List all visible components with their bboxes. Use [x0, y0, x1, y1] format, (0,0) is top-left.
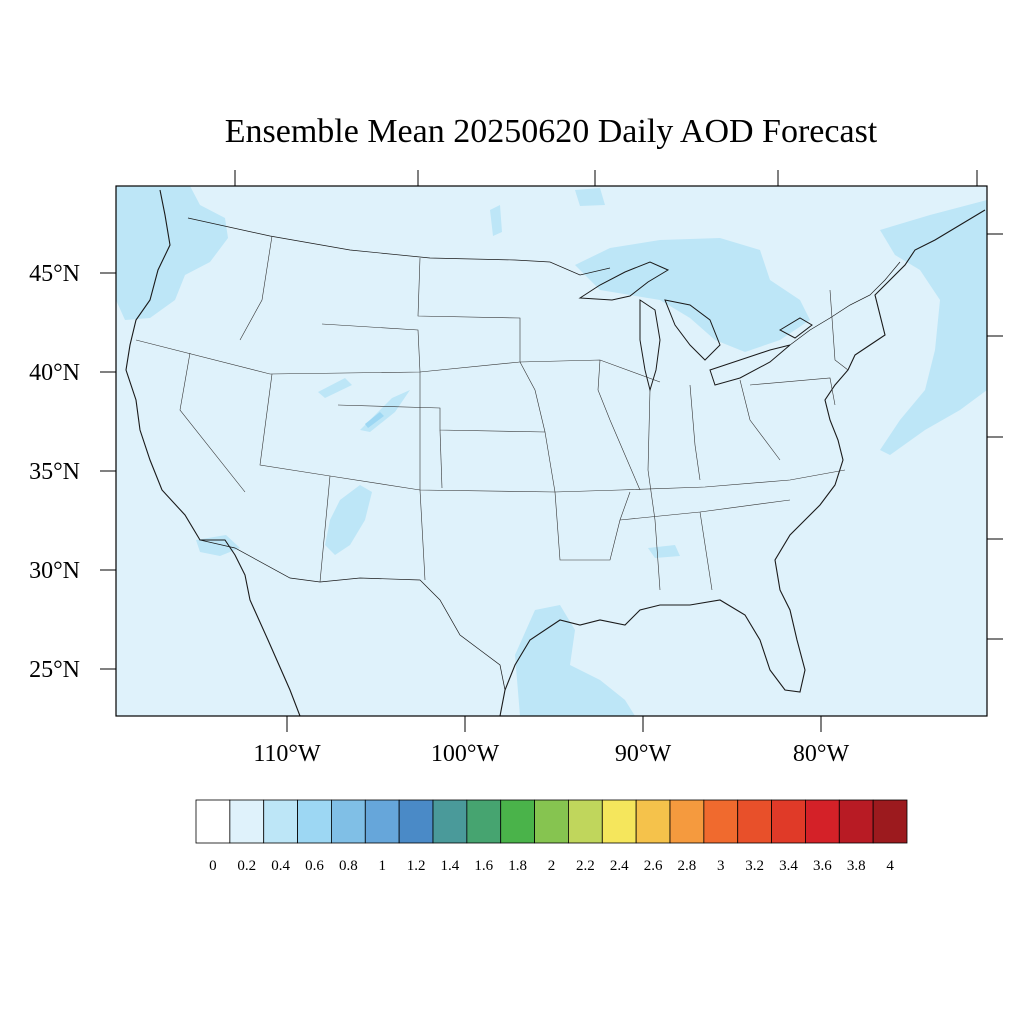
canada-us-border — [187, 217, 611, 276]
colorbar-swatch — [534, 799, 569, 844]
colorbar-swatch — [771, 799, 806, 844]
colorbar-swatch — [263, 799, 298, 844]
colorbar-label: 0.4 — [271, 858, 290, 874]
colorbar-label: 2.6 — [644, 858, 663, 874]
colorbar-label: 3.8 — [847, 858, 866, 874]
great-lakes-outline — [578, 261, 813, 392]
colorbar-label: 1.8 — [508, 858, 527, 874]
colorbar: 0 0.2 0.4 0.6 0.8 1 1.2 1.4 1.6 1.8 2 2.2 2.4 2.6 2.8 3… — [195, 799, 908, 874]
colorbar-swatch — [398, 799, 434, 844]
aod-plume-pacific-northwest — [116, 186, 228, 320]
colorbar-label: 2 — [548, 858, 556, 874]
colorbar-label: 1.2 — [407, 858, 426, 874]
colorbar-label: 2.8 — [678, 858, 697, 874]
lat-label: 40°N — [29, 360, 80, 386]
colorbar-label: 0 — [209, 858, 217, 874]
colorbar-label: 0.8 — [339, 858, 358, 874]
lon-label: 90°W — [615, 741, 672, 767]
lat-label: 25°N — [29, 657, 80, 683]
colorbar-swatch — [805, 799, 840, 844]
colorbar-swatch — [568, 799, 603, 844]
colorbar-swatch — [703, 799, 739, 844]
colorbar-swatch — [838, 799, 874, 844]
colorbar-label: 1.6 — [474, 858, 493, 874]
colorbar-swatch — [601, 799, 637, 844]
us-coastline — [125, 189, 986, 717]
aod-plume-colorado — [318, 378, 352, 398]
colorbar-label: 2.4 — [610, 858, 629, 874]
aod-plume-gulf — [515, 605, 635, 716]
aod-hotspot-colorado — [365, 412, 384, 428]
aod-plume-misc-2 — [490, 205, 502, 236]
lon-label: 110°W — [253, 741, 321, 767]
colorbar-swatch — [364, 799, 400, 844]
colorbar-swatch — [195, 799, 231, 844]
aod-plume-misc — [575, 188, 605, 206]
map-ticks — [100, 170, 1003, 732]
lat-label: 45°N — [29, 261, 80, 287]
colorbar-swatch — [872, 799, 908, 844]
lat-label: 30°N — [29, 558, 80, 584]
aod-plume-alabama — [648, 545, 680, 558]
colorbar-swatch — [466, 799, 502, 844]
map-title: Ensemble Mean 20250620 Daily AOD Forecas… — [225, 113, 878, 150]
mexico-us-border — [199, 539, 506, 691]
colorbar-swatch — [500, 799, 535, 844]
colorbar-label: 1 — [378, 858, 386, 874]
lat-label: 35°N — [29, 459, 80, 485]
colorbar-label: 4 — [886, 858, 894, 874]
colorbar-swatch — [229, 799, 265, 844]
aod-plume-new-mexico — [325, 485, 372, 555]
colorbar-swatch — [737, 799, 772, 844]
colorbar-label: 3 — [717, 858, 725, 874]
colorbar-label: 1.4 — [441, 858, 460, 874]
canada-us-border-east — [789, 261, 901, 346]
colorbar-label: 3.2 — [745, 858, 764, 874]
lon-label: 80°W — [793, 741, 850, 767]
colorbar-label: 2.2 — [576, 858, 595, 874]
aod-plume-atlantic — [880, 200, 987, 455]
colorbar-label: 3.6 — [813, 858, 832, 874]
longitude-labels: 110°W 100°W 90°W 80°W — [253, 741, 849, 767]
colorbar-label: 0.2 — [237, 858, 256, 874]
colorbar-swatch — [635, 799, 671, 844]
colorbar-swatch — [331, 799, 366, 844]
colorbar-label: 3.4 — [779, 858, 798, 874]
map-frame — [115, 185, 988, 717]
colorbar-swatch — [297, 799, 332, 844]
latitude-labels: 45°N 40°N 35°N 30°N 25°N — [29, 261, 80, 683]
lon-label: 100°W — [431, 741, 500, 767]
map-panel — [115, 185, 988, 717]
colorbar-swatch — [432, 799, 468, 844]
aod-plume-great-lakes — [575, 238, 810, 352]
colorbar-swatch — [669, 799, 705, 844]
colorbar-label: 0.6 — [305, 858, 324, 874]
state-borders — [135, 235, 849, 591]
